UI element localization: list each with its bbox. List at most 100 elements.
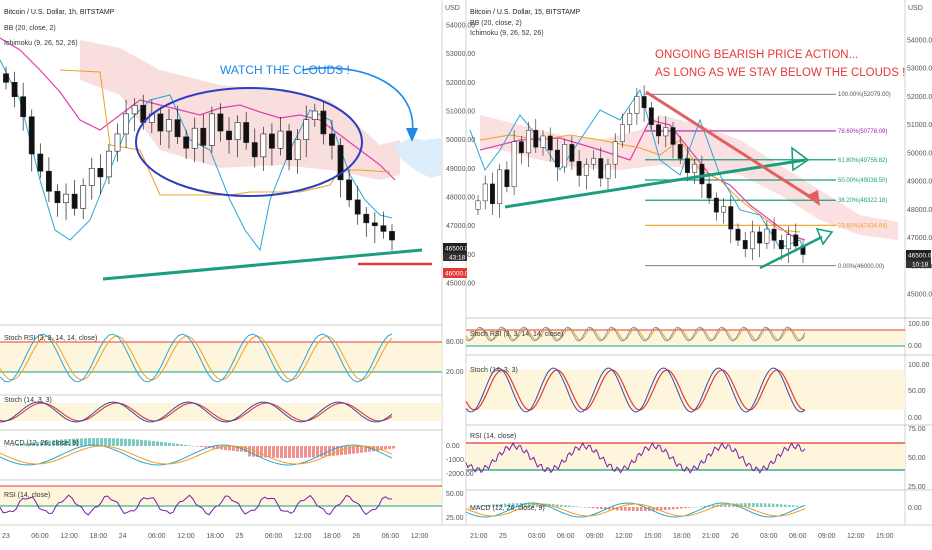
left-time-tick: 18:00 <box>206 533 224 540</box>
right-macd-histogram-bar <box>608 507 611 510</box>
candle-body <box>605 163 611 179</box>
right-macd-histogram-bar <box>756 503 759 507</box>
left-stoch-band <box>0 403 442 421</box>
right-bb-label: BB (20, close, 2) <box>470 20 522 27</box>
left-macd-histogram-bar <box>308 446 311 458</box>
candle-body <box>648 107 654 125</box>
right-macd-histogram-bar <box>776 503 779 507</box>
left-macd-histogram-bar <box>96 438 99 446</box>
candle-body <box>728 206 734 230</box>
right-time-tick: 09:00 <box>586 533 604 540</box>
right-macd-histogram-bar <box>540 503 543 507</box>
right-support-trendline <box>504 158 806 209</box>
fib-level-label: 100.00%(52079.00) <box>838 92 891 98</box>
left-price-tick: 49000.00 <box>446 166 475 173</box>
right-macd-histogram-bar <box>684 507 687 509</box>
left-stochrsi-tick: 20.00 <box>446 369 464 376</box>
candle-body <box>489 183 495 204</box>
right-macd-histogram-bar <box>604 507 607 510</box>
candle-body <box>251 142 258 158</box>
right-time-tick: 18:00 <box>673 533 691 540</box>
left-macd-histogram-bar <box>56 439 59 446</box>
left-time-tick: 24 <box>119 533 127 540</box>
right-macd-histogram-bar <box>688 507 691 508</box>
left-time-tick: 12:00 <box>294 533 312 540</box>
right-macd-histogram-bar <box>660 507 663 511</box>
support-trendline <box>102 248 423 281</box>
left-rsi-label: RSI (14, close) <box>4 492 50 499</box>
right-macd-histogram-bar <box>524 503 527 507</box>
left-bb-label: BB (20, close, 2) <box>4 25 56 32</box>
candle-body <box>670 127 676 145</box>
left-macd-histogram-bar <box>348 446 351 455</box>
right-time-tick: 15:00 <box>876 533 894 540</box>
right-macd-histogram-bar <box>568 505 571 507</box>
left-stochrsi-label: Stoch RSI (3, 3, 14, 14, close) <box>4 335 97 342</box>
left-macd-histogram-bar <box>384 446 387 450</box>
right-macd-histogram-bar <box>596 507 599 509</box>
candle-body <box>591 158 597 165</box>
right-price-tick: 52000.00 <box>907 94 932 101</box>
candle-body <box>286 130 292 161</box>
left-macd-histogram-bar <box>88 438 91 446</box>
left-macd-histogram-bar <box>232 446 235 451</box>
right-macd-histogram-bar <box>476 506 479 507</box>
left-macd-histogram-bar <box>92 438 95 446</box>
candle-body <box>504 169 510 188</box>
right-macd-histogram-bar <box>764 503 767 507</box>
fib-level-label: 50.00%(49038.50) <box>838 178 887 184</box>
left-currency-label: USD <box>445 5 460 12</box>
right-macd-histogram-bar <box>628 507 631 511</box>
left-chart-title: Bitcoin / U.S. Dollar, 1h, BITSTAMP <box>4 9 115 16</box>
right-rsi-tick: 25.00 <box>908 484 926 491</box>
candle-body <box>80 185 87 209</box>
left-stoch-k <box>0 401 393 423</box>
right-rsi-band <box>466 443 905 470</box>
right-macd-histogram-bar <box>788 504 791 507</box>
candle-body <box>742 240 748 250</box>
watch-clouds-annotation: WATCH THE CLOUDS ! <box>220 63 350 77</box>
left-macd-histogram-bar <box>152 441 155 446</box>
left-rsi-tick: 50.00 <box>446 491 464 498</box>
left-time-tick: 18:00 <box>323 533 341 540</box>
right-macd-histogram-bar <box>656 507 659 511</box>
right-macd-histogram-bar <box>592 507 595 509</box>
left-macd-histogram-bar <box>32 442 35 446</box>
left-time-tick: 06:00 <box>148 533 166 540</box>
left-macd-histogram-bar <box>100 438 103 446</box>
right-macd-histogram-bar <box>508 503 511 507</box>
right-macd-histogram-bar <box>652 507 655 511</box>
left-macd-histogram-bar <box>372 446 375 452</box>
right-time-tick: 12:00 <box>847 533 865 540</box>
right-time-tick: 15:00 <box>644 533 662 540</box>
left-macd-histogram-bar <box>36 441 39 446</box>
right-time-tick: 12:00 <box>615 533 633 540</box>
left-macd-histogram-bar <box>264 446 267 458</box>
candle-body <box>778 240 784 250</box>
right-macd-histogram-bar <box>712 505 715 507</box>
right-macd-histogram-bar <box>796 505 799 507</box>
right-macd-histogram-bar <box>748 503 751 507</box>
right-macd-histogram-bar <box>720 504 723 507</box>
candle-body <box>634 96 640 114</box>
left-ichimoku-label: Ichimoku (9, 26, 52, 26) <box>4 40 78 47</box>
candle-body <box>166 119 172 132</box>
right-stoch-tick: 100.00 <box>908 362 930 369</box>
candle-body <box>20 96 27 118</box>
right-macd-histogram-bar <box>736 503 739 507</box>
right-macd-histogram-bar <box>696 506 699 508</box>
right-macd-histogram-bar <box>752 503 755 507</box>
candle-body <box>518 141 524 154</box>
right-short-arrowhead <box>815 227 834 246</box>
fib-level-label: 78.60%(50778.09) <box>838 129 887 135</box>
right-macd-histogram-bar <box>768 503 771 507</box>
left-macd-histogram-bar <box>212 446 215 449</box>
left-macd-histogram-bar <box>360 446 363 453</box>
fib-level-label: 23.60%(47434.64) <box>838 223 887 229</box>
lagging-span-line <box>0 59 393 252</box>
candle-body <box>380 225 387 232</box>
left-macd-histogram-bar <box>64 439 67 446</box>
fib-level-label: 61.80%(49756.82) <box>838 158 887 164</box>
right-stoch-d <box>465 369 806 411</box>
left-time-tick: 12:00 <box>60 533 78 540</box>
